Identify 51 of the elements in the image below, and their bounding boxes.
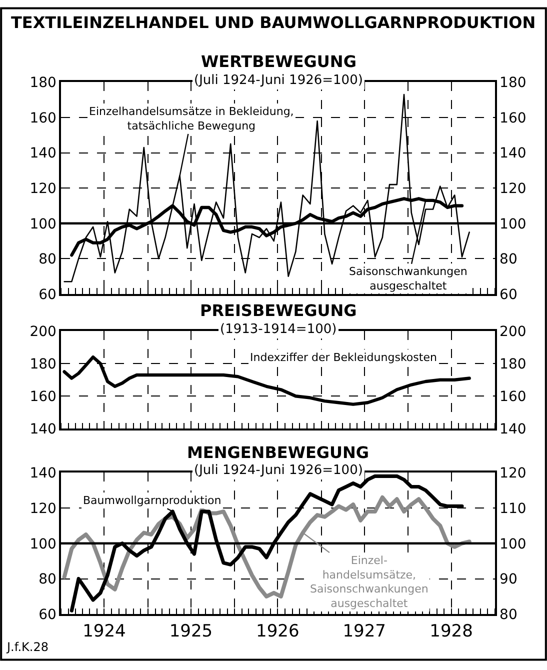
y2-tick-label: 90 (500, 572, 518, 588)
y2-tick-label: 200 (500, 324, 526, 340)
y-tick-label: 200 (30, 324, 56, 340)
chart-title: PREISBEWEGUNG (200, 301, 357, 320)
y-tick-label: 120 (30, 180, 56, 197)
y-tick-label: 180 (30, 356, 56, 373)
y-tick-label: 140 (30, 422, 56, 438)
chart-subtitle: (Juli 1924-Juni 1926=100) (194, 463, 363, 478)
y2-tick-label: 120 (500, 180, 526, 197)
x-tick-label: 1928 (430, 621, 473, 642)
y-tick-label: 140 (30, 146, 56, 162)
y2-tick-label: 140 (500, 422, 526, 438)
y-tick-label: 160 (30, 110, 56, 126)
series-label: Baumwollgarnproduktion (83, 494, 222, 507)
y2-tick-label: 140 (500, 146, 526, 162)
line-series (62, 495, 472, 598)
y2-tick-label: 180 (500, 356, 526, 373)
y-tick-label: 160 (30, 389, 56, 406)
chart-subtitle: (Juli 1924-Juni 1926=100) (194, 73, 363, 88)
y-tick-label: 120 (30, 500, 56, 517)
x-tick-label: 1927 (342, 621, 386, 642)
y2-tick-label: 100 (500, 216, 526, 232)
y2-tick-label: 80 (500, 252, 518, 268)
y2-tick-label: 160 (500, 389, 526, 406)
y2-tick-label: 180 (500, 75, 526, 92)
chart-title: WERTBEWEGUNG (201, 52, 356, 71)
text: Saisonschwankungen ausgeschaltet (349, 265, 468, 292)
y-tick-label: 60 (38, 286, 56, 303)
y-tick-label: 100 (30, 216, 56, 232)
chart-title: MENGENBEWEGUNG (187, 443, 370, 462)
y-tick-label: 60 (38, 607, 56, 624)
x-tick-label: 1926 (256, 621, 300, 642)
y2-tick-label: 80 (500, 607, 518, 624)
y-tick-label: 80 (38, 252, 56, 268)
y-tick-label: 80 (38, 572, 56, 588)
text: J.f.K.28 (6, 640, 48, 654)
y-tick-label: 180 (30, 75, 56, 92)
y-tick-label: 140 (30, 466, 56, 482)
y2-tick-label: 120 (500, 466, 526, 482)
series-label: Indexziffer der Bekleidungskosten (250, 351, 437, 364)
y2-tick-label: 110 (500, 500, 526, 517)
legend-label: Einzel- handelsumsätze, Saisonschwankungen ausgeschaltet (310, 554, 428, 610)
y2-tick-label: 60 (500, 286, 518, 303)
text: TEXTILEINZELHANDEL UND BAUMWOLLGARNPRODUKTION (11, 13, 536, 32)
y2-tick-label: 100 (500, 536, 526, 552)
x-tick-label: 1924 (82, 621, 126, 642)
y-tick-label: 100 (30, 536, 56, 552)
chart-subtitle: (1913-1914=100) (220, 322, 337, 337)
text: Einzelhandelsumsätze in Bekleidung, tatsächliche Bewegung (89, 105, 294, 132)
y2-tick-label: 160 (500, 110, 526, 126)
x-tick-label: 1925 (169, 621, 213, 642)
